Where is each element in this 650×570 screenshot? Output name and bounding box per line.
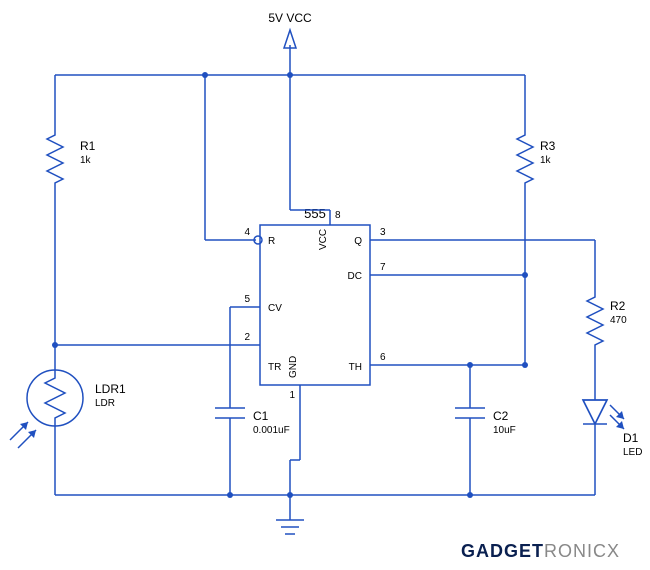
svg-text:2: 2 (244, 332, 250, 343)
d1-val: LED (623, 447, 642, 458)
r2-resistor: R2 470 (587, 292, 627, 350)
r1-ref: R1 (80, 139, 96, 153)
r2-ref: R2 (610, 299, 626, 313)
watermark-right: RONICX (544, 541, 620, 561)
svg-text:7: 7 (380, 262, 386, 273)
svg-text:3: 3 (380, 227, 386, 238)
watermark-left: GADGET (461, 541, 544, 561)
svg-text:6: 6 (380, 352, 386, 363)
ic-name: 555 (304, 206, 326, 221)
c1-val: 0.001uF (253, 425, 290, 436)
c2-ref: C2 (493, 409, 509, 423)
gnd-symbol (276, 495, 304, 534)
ldr1-val: LDR (95, 398, 115, 409)
r2-val: 470 (610, 315, 627, 326)
ic-555: 555 4 R 5 CV 2 TR 8 VCC 1 GND 3 Q 7 DC 6… (244, 206, 386, 401)
pin3-label: Q (354, 236, 362, 247)
svg-text:8: 8 (335, 210, 341, 221)
svg-text:1: 1 (289, 390, 295, 401)
ldr1: LDR1 LDR (10, 370, 126, 448)
d1-ref: D1 (623, 431, 639, 445)
svg-text:5: 5 (244, 294, 250, 305)
vcc-label: 5V VCC (268, 11, 312, 25)
r3-resistor: R3 1k (517, 130, 556, 188)
svg-text:4: 4 (244, 227, 250, 238)
pin8-label: VCC (318, 229, 329, 250)
d1-led: D1 LED (583, 400, 642, 458)
r1-resistor: R1 1k (47, 130, 96, 188)
pin2-label: TR (268, 362, 281, 373)
pin6-label: TH (349, 362, 362, 373)
c1-capacitor: C1 0.001uF (215, 408, 290, 436)
ldr1-ref: LDR1 (95, 382, 126, 396)
r1-val: 1k (80, 155, 92, 166)
c2-val: 10uF (493, 425, 516, 436)
r3-val: 1k (540, 155, 552, 166)
pin1-label: GND (288, 356, 299, 378)
r3-ref: R3 (540, 139, 556, 153)
watermark: GADGETRONICX (461, 541, 620, 562)
c2-capacitor: C2 10uF (455, 408, 516, 436)
circuit-diagram: 5V VCC R1 1k LDR1 LDR (0, 0, 650, 570)
pin7-label: DC (348, 271, 362, 282)
vcc-arrow: 5V VCC (268, 11, 312, 75)
pin5-label: CV (268, 303, 282, 314)
pin4-label: R (268, 236, 275, 247)
c1-ref: C1 (253, 409, 269, 423)
